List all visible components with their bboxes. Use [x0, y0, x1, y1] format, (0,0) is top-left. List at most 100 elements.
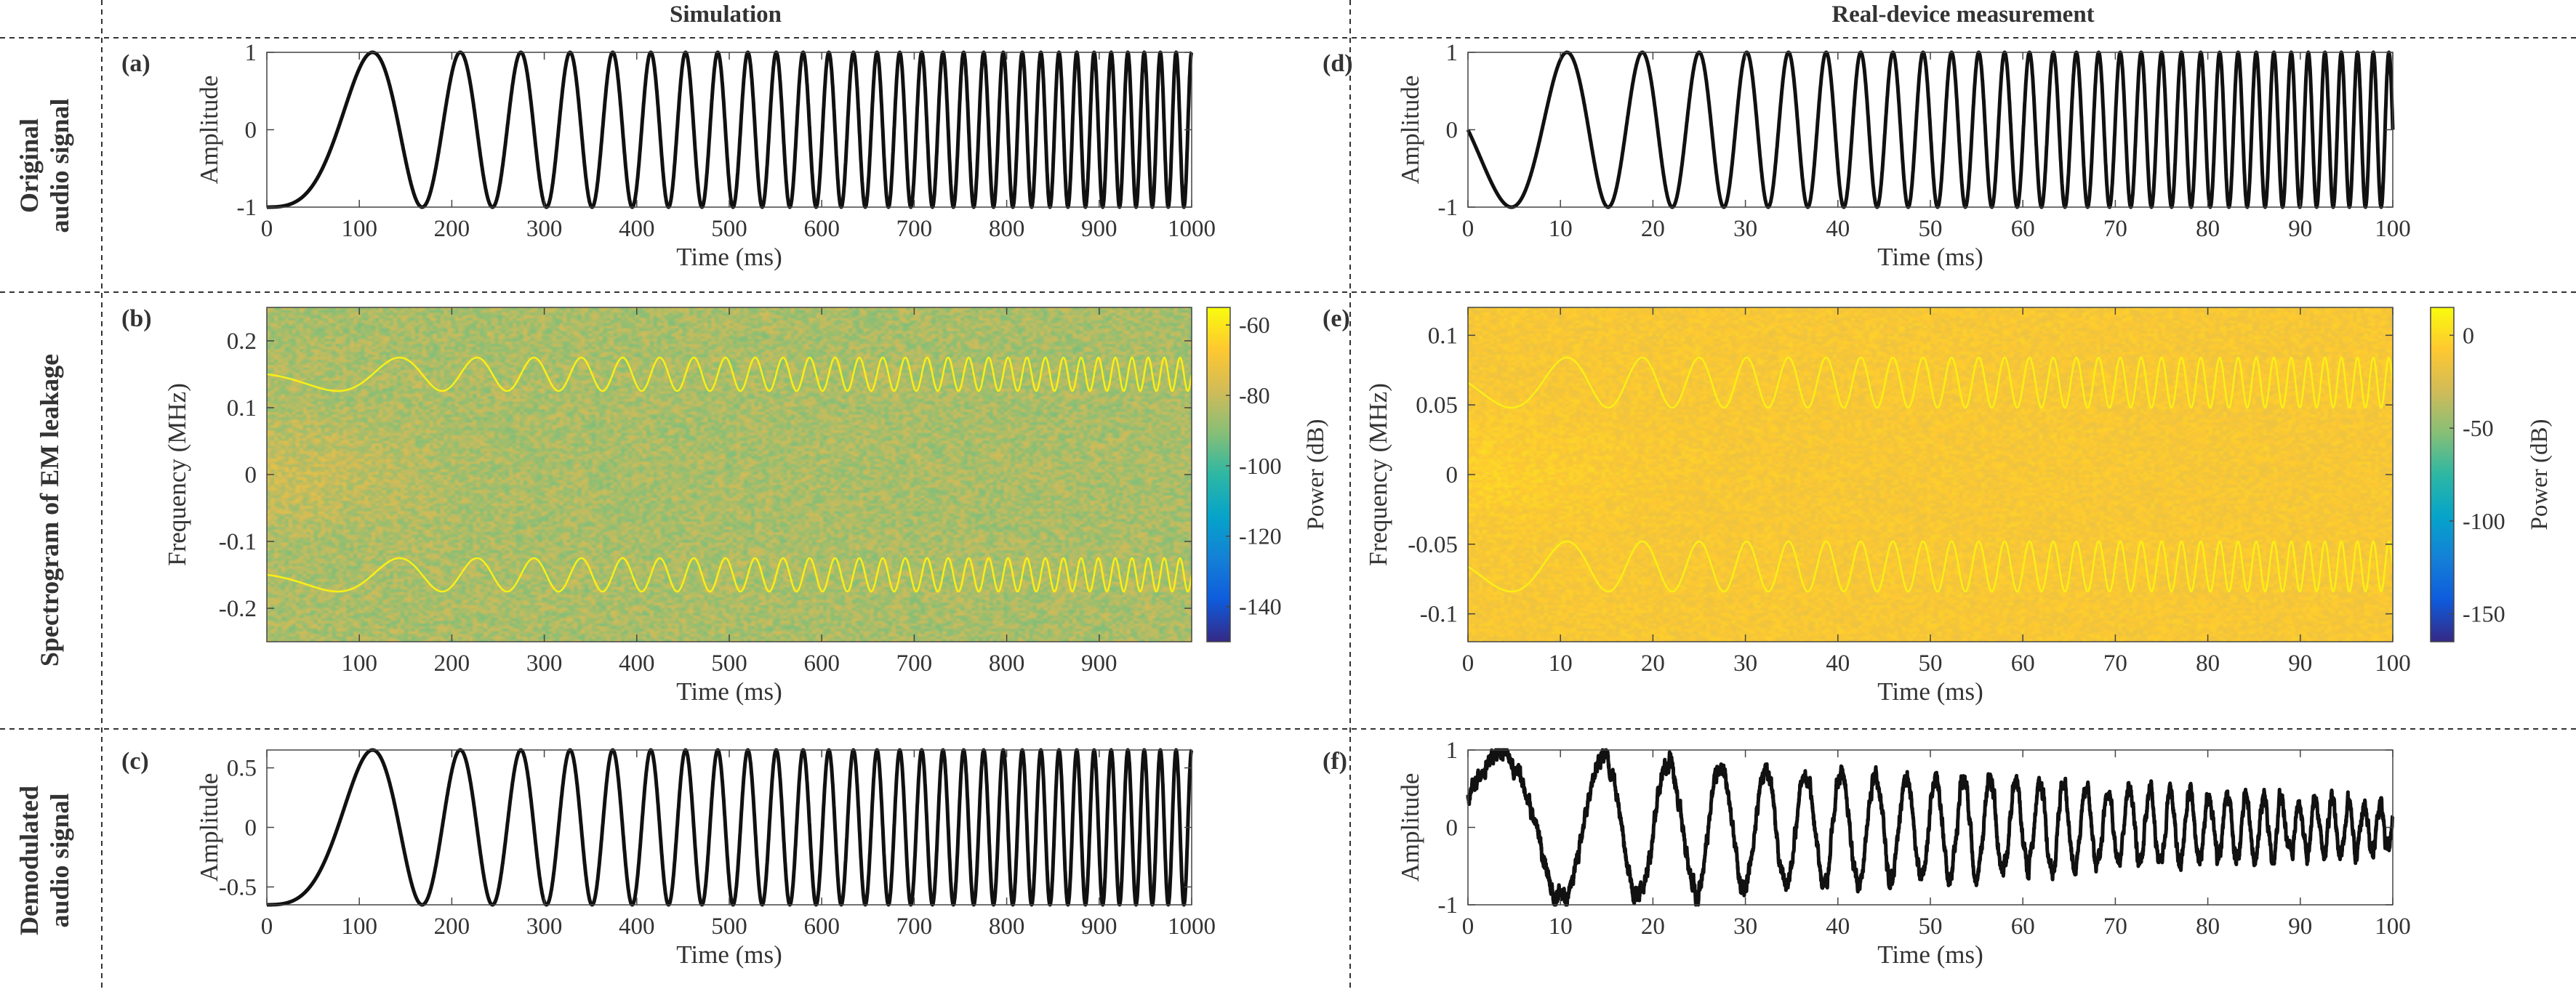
x-tick-label: 800: [989, 216, 1025, 242]
spectrogram-trace-lower-sideband: [267, 557, 1193, 593]
y-tick-label: 0.1: [227, 395, 257, 422]
x-tick-label: 50: [1919, 216, 1943, 242]
colorbar-tick-label: -100: [2463, 508, 2505, 534]
x-tick-label: 0: [1462, 650, 1474, 677]
row-label-original-line2: audio signal: [45, 98, 74, 233]
x-tick-label: 500: [711, 914, 747, 940]
x-tick-label: 20: [1641, 216, 1665, 242]
series-line-measured-demodulated: [1466, 748, 2395, 907]
colorbar-tick-label: -50: [2463, 415, 2494, 441]
x-axis-label: Time (ms): [676, 243, 782, 271]
y-tick-label: 0: [245, 462, 257, 488]
y-tick-label: 1: [1446, 738, 1458, 764]
x-tick-label: 90: [2288, 650, 2312, 677]
y-axis-label: Amplitude: [195, 76, 223, 185]
panel-letter: (c): [121, 748, 149, 775]
x-tick-label: 1000: [1168, 216, 1216, 242]
panel-b: (b) -140 -120 -100 -80 -60 Power (dB) 100 200 300…: [121, 305, 1329, 706]
x-tick-label: 700: [896, 650, 933, 677]
colorbar-tick-label: -120: [1239, 523, 1282, 549]
y-axis-label: Amplitude: [1396, 773, 1424, 882]
x-tick-label: 0: [261, 216, 273, 242]
panel-a: (a)0 100 200 300 400 500 600 700 800 900 1000-101T…: [121, 40, 1216, 271]
y-tick-label: 1: [245, 40, 257, 66]
panel-letter: (f): [1323, 748, 1347, 775]
spectrogram-trace-upper-sideband: [267, 356, 1193, 392]
x-tick-label: 400: [619, 216, 655, 242]
x-tick-label: 500: [711, 650, 747, 677]
y-tick-label: 0.1: [1428, 323, 1458, 349]
panel-c: (c)0 100 200 300 400 500 600 700 800 900 1000-0.50…: [121, 748, 1216, 969]
x-tick-label: 70: [2103, 650, 2127, 677]
x-tick-label: 80: [2196, 914, 2220, 940]
row-label-demodulated-line2: audio signal: [45, 793, 74, 927]
y-tick-label: -1: [1438, 892, 1458, 919]
spectrogram-background: [1468, 307, 2393, 642]
x-tick-label: 90: [2288, 914, 2312, 940]
x-tick-label: 70: [2103, 914, 2127, 940]
x-tick-label: 30: [1733, 914, 1757, 940]
panel-letter: (e): [1323, 305, 1350, 332]
x-tick-label: 60: [2011, 914, 2035, 940]
x-axis-label: Time (ms): [1877, 677, 1983, 706]
x-tick-label: 80: [2196, 650, 2220, 677]
x-tick-label: 40: [1826, 914, 1850, 940]
x-axis-label: Time (ms): [1877, 243, 1983, 271]
colorbar-gradient: [2431, 307, 2454, 642]
y-tick-label: -0.5: [219, 874, 257, 900]
y-axis-label: Frequency (MHz): [163, 383, 191, 566]
x-tick-label: 100: [2375, 216, 2411, 242]
x-tick-label: 300: [526, 914, 563, 940]
x-tick-label: 200: [434, 650, 470, 677]
x-tick-label: 60: [2011, 650, 2035, 677]
x-tick-label: 900: [1081, 216, 1118, 242]
colorbar-tick-label: -80: [1239, 382, 1270, 408]
colorbar-frame: [2430, 307, 2455, 642]
colorbar-gradient: [1207, 307, 1230, 642]
series-line-chirp: [1466, 50, 2395, 209]
row-label-spectrogram: Spectrogram of EM leakage: [35, 354, 64, 666]
x-tick-label: 0: [1462, 914, 1474, 940]
panel-e: (e) -150 -100 -50 0 Power (dB) 0 10 20 30 40 50 60 70…: [1323, 305, 2553, 706]
x-tick-label: 100: [341, 650, 377, 677]
y-tick-label: -0.1: [219, 529, 257, 555]
x-tick-label: 700: [896, 216, 933, 242]
column-header-real-device: Real-device measurement: [1831, 1, 2094, 28]
x-tick-label: 800: [989, 650, 1025, 677]
x-tick-label: 100: [2375, 914, 2411, 940]
colorbar: -140 -120 -100 -80 -60 Power (dB): [1206, 307, 1329, 642]
x-tick-label: 0: [261, 914, 273, 940]
x-axis-label: Time (ms): [676, 940, 782, 969]
x-tick-label: 20: [1641, 914, 1665, 940]
panels: (a)0 100 200 300 400 500 600 700 800 900 1000-101T…: [121, 40, 2553, 969]
panel-letter: (a): [121, 50, 151, 77]
y-tick-label: 0: [245, 815, 257, 842]
row-label-demodulated-line1: Demodulated: [15, 786, 44, 935]
spectrogram-trace-upper-sideband: [1467, 356, 2394, 409]
x-tick-label: 50: [1919, 650, 1943, 677]
x-tick-label: 900: [1081, 914, 1118, 940]
x-tick-label: 10: [1549, 650, 1573, 677]
y-axis-label: Amplitude: [195, 773, 223, 882]
x-tick-label: 20: [1641, 650, 1665, 677]
colorbar-tick-label: -100: [1239, 453, 1282, 479]
x-tick-label: 60: [2011, 216, 2035, 242]
x-tick-label: 600: [803, 216, 840, 242]
x-tick-label: 10: [1549, 216, 1573, 242]
x-tick-label: 100: [2375, 650, 2411, 677]
y-tick-label: 0.5: [227, 756, 257, 782]
x-tick-label: 100: [341, 216, 377, 242]
y-tick-label: -0.2: [219, 596, 257, 622]
colorbar-tick-label: -150: [2463, 601, 2505, 627]
y-tick-label: 0: [1446, 462, 1458, 488]
colorbar-tick-label: -60: [1239, 312, 1270, 338]
x-tick-label: 70: [2103, 216, 2127, 242]
x-tick-label: 200: [434, 914, 470, 940]
x-tick-label: 1000: [1168, 914, 1216, 940]
x-axis-label: Time (ms): [1877, 940, 1983, 969]
x-tick-label: 10: [1549, 914, 1573, 940]
spectrogram-trace-lower-sideband: [1467, 540, 2394, 593]
y-axis-label: Amplitude: [1396, 76, 1424, 185]
